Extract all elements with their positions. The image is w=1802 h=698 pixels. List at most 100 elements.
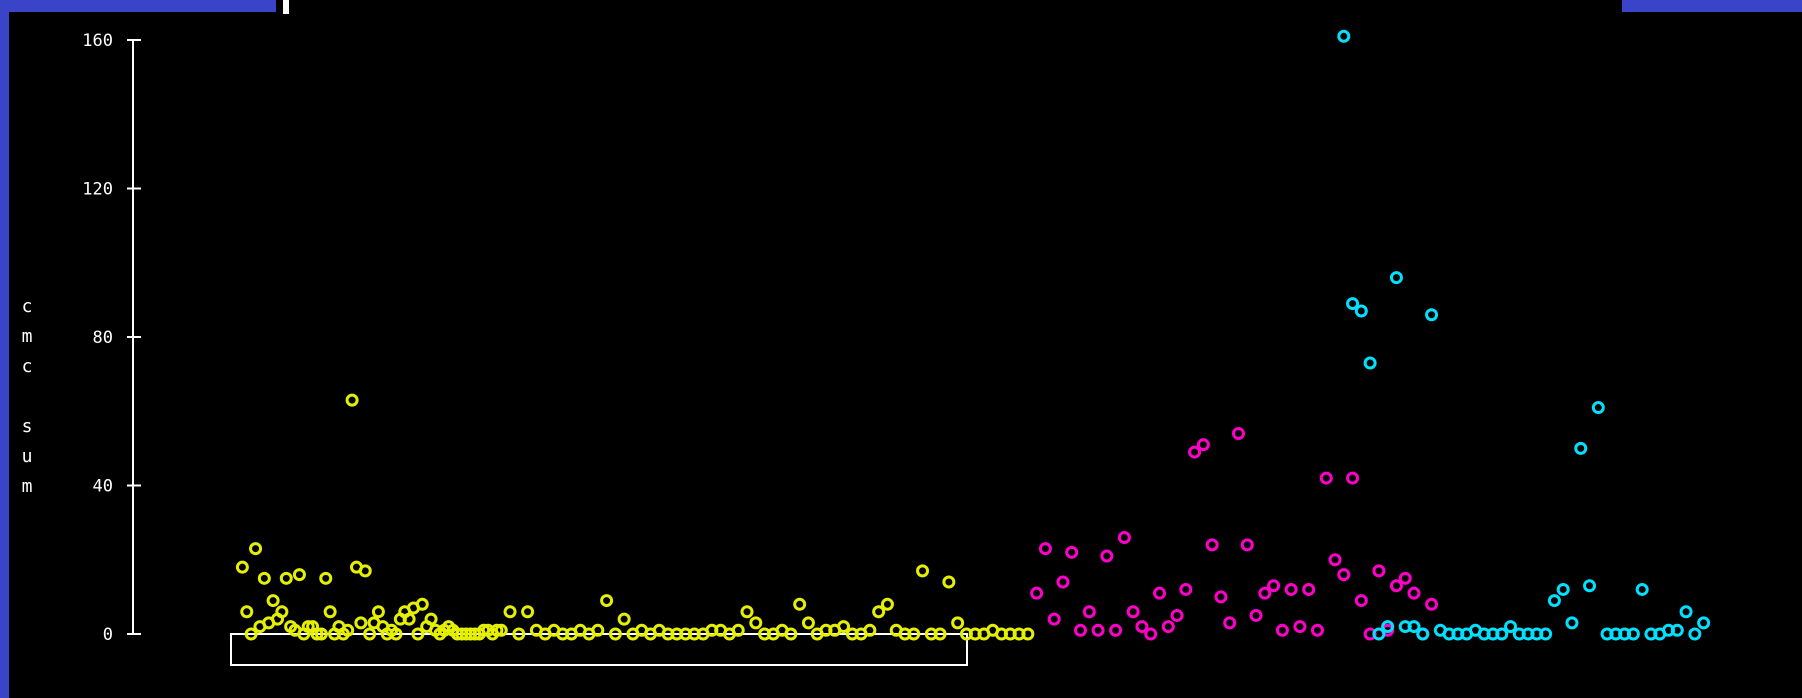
data-point-series-2 [1126, 605, 1140, 619]
data-point-series-3 [1416, 627, 1430, 641]
data-point-series-2 [1056, 575, 1070, 589]
window-frame-left [0, 0, 9, 698]
data-point-series-1 [731, 623, 745, 637]
data-point-series-2 [1196, 438, 1210, 452]
data-point-series-3 [1688, 627, 1702, 641]
data-point-series-2 [1205, 538, 1219, 552]
data-point-series-2 [1328, 553, 1342, 567]
data-point-series-2 [1258, 586, 1272, 600]
data-point-series-2 [1144, 627, 1158, 641]
y-axis-label-char: u [22, 446, 33, 467]
data-point-series-1 [257, 571, 271, 585]
data-point-series-2 [1407, 586, 1421, 600]
data-point-series-2 [1030, 586, 1044, 600]
data-point-series-1 [310, 627, 324, 641]
data-point-series-1 [740, 605, 754, 619]
data-point-series-1 [249, 542, 263, 556]
data-point-series-2 [1223, 616, 1237, 630]
data-point-series-2 [1302, 582, 1316, 596]
data-point-series-1 [1021, 627, 1035, 641]
data-point-series-3 [1363, 356, 1377, 370]
y-axis-label-char: m [22, 326, 33, 347]
data-point-series-1 [801, 616, 815, 630]
data-point-series-2 [1065, 545, 1079, 559]
data-point-series-1 [784, 627, 798, 641]
data-point-series-3 [1556, 582, 1570, 596]
data-point-series-2 [1284, 582, 1298, 596]
data-point-series-3 [1539, 627, 1553, 641]
data-point-series-1 [275, 605, 289, 619]
data-point-series-2 [1109, 623, 1123, 637]
data-point-series-1 [617, 612, 631, 626]
data-point-series-2 [1275, 623, 1289, 637]
data-point-series-1 [933, 627, 947, 641]
data-point-series-2 [1240, 538, 1254, 552]
data-point-series-1 [235, 560, 249, 574]
data-point-series-2 [1100, 549, 1114, 563]
data-point-series-2 [1337, 568, 1351, 582]
data-point-series-1 [490, 623, 504, 637]
data-point-series-1 [600, 594, 614, 608]
data-point-series-1 [837, 620, 851, 634]
y-axis-label-char: c [22, 296, 33, 317]
data-point-series-1 [591, 623, 605, 637]
y-axis-ticks: 0 40 80 120 160 [82, 31, 141, 645]
data-point-series-2 [1179, 582, 1193, 596]
y-tick-label-40: 40 [93, 477, 113, 497]
data-point-series-1 [512, 627, 526, 641]
data-point-series-3 [1425, 308, 1439, 322]
data-point-series-1 [323, 605, 337, 619]
data-point-series-3 [1346, 297, 1360, 311]
y-tick-label-160: 160 [82, 31, 113, 51]
data-point-series-1 [916, 564, 930, 578]
data-point-series-2 [1425, 597, 1439, 611]
data-point-series-1 [942, 575, 956, 589]
data-point-series-1 [872, 605, 886, 619]
data-point-series-2 [1249, 608, 1263, 622]
data-point-series-1 [240, 605, 254, 619]
data-point-series-1 [793, 597, 807, 611]
data-point-series-1 [301, 620, 315, 634]
data-point-series-1 [341, 623, 355, 637]
data-point-series-3 [1547, 594, 1561, 608]
data-point-series-1 [907, 627, 921, 641]
data-point-series-1 [880, 597, 894, 611]
data-point-series-1 [503, 605, 517, 619]
data-point-series-2 [1354, 594, 1368, 608]
data-point-series-2 [1047, 612, 1061, 626]
data-point-series-1 [863, 623, 877, 637]
data-point-series-2 [1389, 579, 1403, 593]
data-point-series-3 [1679, 605, 1693, 619]
data-point-series-1 [345, 393, 359, 407]
data-point-series-3 [1495, 627, 1509, 641]
data-point-series-3 [1565, 616, 1579, 630]
data-point-series-2 [1293, 620, 1307, 634]
window-frame-top-left [0, 0, 276, 12]
data-point-series-1 [415, 597, 429, 611]
data-point-series-2 [1231, 427, 1245, 441]
data-point-series-2 [1188, 445, 1202, 459]
data-point-series-1 [951, 616, 965, 630]
data-point-series-2 [1319, 471, 1333, 485]
data-point-series-2 [1170, 608, 1184, 622]
y-tick-label-120: 120 [82, 180, 113, 200]
data-point-series-3 [1697, 616, 1711, 630]
data-point-series-1 [266, 594, 280, 608]
data-point-series-1 [402, 612, 416, 626]
data-point-series-3 [1337, 29, 1351, 43]
data-point-series-1 [608, 627, 622, 641]
data-point-series-1 [363, 627, 377, 641]
data-point-series-2 [1267, 579, 1281, 593]
data-point-series-1 [244, 627, 258, 641]
data-point-series-2 [1346, 471, 1360, 485]
data-point-series-3 [1372, 627, 1386, 641]
y-tick-label-0: 0 [103, 625, 113, 645]
data-point-series-3 [1381, 620, 1395, 634]
y-axis-label-char: m [22, 476, 33, 497]
data-point-series-1 [749, 616, 763, 630]
data-point-series-3 [1670, 623, 1684, 637]
data-point-series-1 [411, 627, 425, 641]
data-point-series-3 [1504, 620, 1518, 634]
data-point-series-1 [424, 612, 438, 626]
